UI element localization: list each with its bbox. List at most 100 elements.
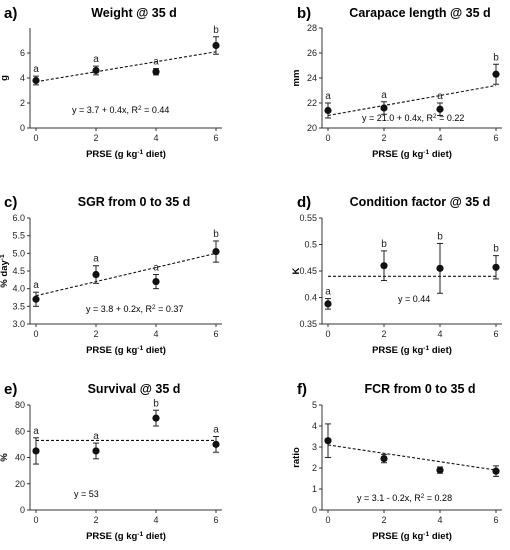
y-tick-label: 1	[312, 484, 317, 494]
data-point	[380, 262, 388, 270]
x-tick-label: 0	[325, 515, 330, 525]
y-tick-label: 80	[15, 400, 25, 410]
y-tick-label: 24	[307, 73, 317, 83]
y-tick-label: 0.5	[304, 240, 317, 250]
fit-equation: y = 0.44	[398, 294, 430, 304]
data-point	[92, 270, 100, 279]
y-tick-label: 22	[307, 98, 317, 108]
x-axis-label: PRSE (g kg-1 diet)	[86, 531, 166, 543]
data-point	[152, 68, 160, 76]
data-point	[32, 76, 40, 85]
significance-letter: a	[437, 91, 443, 102]
significance-letter: a	[325, 91, 331, 102]
fit-line	[35, 51, 217, 83]
y-tick-label: 28	[307, 23, 317, 33]
panel-a: a) Weight @ 35 d 0 2 4 6 0 2 4 6 PRSE (g kg-1 diet…	[0, 5, 222, 160]
significance-letter: b	[213, 25, 219, 36]
significance-letter: a	[381, 90, 387, 101]
panel-d: d) Condition factor @ 35 d 0.35 0.4 0.45 0.5 0…	[291, 194, 502, 356]
panel-title: Carapace length @ 35 d	[349, 6, 490, 20]
panel-letter: c)	[4, 194, 17, 211]
data-point	[32, 447, 40, 455]
significance-letter: a	[33, 64, 39, 75]
panel-title: Survival @ 35 d	[88, 382, 181, 396]
y-tick-label: 4.0	[12, 284, 25, 294]
data-point	[212, 41, 220, 50]
y-tick-label: 4.5	[12, 266, 25, 276]
x-tick-label: 6	[213, 329, 218, 339]
significance-letter: a	[93, 54, 99, 65]
x-tick-label: 6	[213, 515, 218, 525]
y-tick-label: 26	[307, 48, 317, 58]
y-tick-label: 3	[312, 442, 317, 452]
panel-c: c) SGR from 0 to 35 d 3.0 3.5 4.0 4.5 5.0 5.5 6.…	[0, 194, 222, 356]
y-axis-label: ratio	[291, 447, 302, 468]
x-tick-label: 6	[213, 133, 218, 143]
panel-title: SGR from 0 to 35 d	[78, 195, 191, 209]
data-point	[324, 437, 332, 445]
x-tick-label: 4	[153, 329, 158, 339]
y-tick-label: 0	[20, 505, 25, 515]
x-tick-label: 0	[33, 515, 38, 525]
panel-title: Weight @ 35 d	[91, 6, 177, 20]
data-point	[380, 104, 388, 112]
y-tick-label: 0.35	[299, 319, 317, 329]
x-axis-label: PRSE (g kg-1 diet)	[372, 345, 452, 357]
y-tick-label: 3.0	[12, 319, 25, 329]
x-tick-label: 4	[437, 133, 442, 143]
x-axis-label: PRSE (g kg-1 diet)	[86, 149, 166, 161]
data-point	[212, 440, 220, 448]
panel-letter: e)	[4, 381, 17, 398]
data-point	[492, 70, 500, 78]
x-tick-label: 4	[437, 329, 442, 339]
x-tick-label: 6	[493, 133, 498, 143]
data-point	[436, 264, 444, 272]
x-tick-label: 0	[325, 133, 330, 143]
significance-letter: a	[153, 57, 159, 68]
significance-letter: a	[33, 426, 39, 437]
y-tick-label: 20	[15, 479, 25, 489]
y-axis-label: % day-1	[0, 254, 10, 288]
y-tick-label: 5	[312, 400, 317, 410]
data-point	[92, 66, 100, 75]
data-point	[152, 414, 160, 422]
y-tick-label: 20	[307, 123, 317, 133]
y-axis-label: K	[291, 267, 302, 274]
data-point	[92, 447, 100, 455]
data-point	[152, 278, 160, 286]
fit-line	[35, 252, 217, 297]
panel-letter: f)	[297, 381, 307, 398]
data-point	[212, 247, 220, 256]
x-tick-label: 2	[93, 329, 98, 339]
panel-title: FCR from 0 to 35 d	[364, 382, 475, 396]
x-tick-label: 2	[381, 329, 386, 339]
data-point	[324, 300, 332, 308]
x-axis-label: PRSE (g kg-1 diet)	[372, 531, 452, 543]
y-axis-label: mm	[291, 70, 302, 87]
y-tick-label: 5.0	[12, 248, 25, 258]
panel-e: e) Survival @ 35 d 0 20 40 60 80 0 2 4 6 PRSE (g kg…	[0, 381, 222, 542]
data-point	[492, 263, 500, 271]
significance-letter: a	[93, 254, 99, 265]
x-tick-label: 2	[93, 515, 98, 525]
y-tick-label: 5.5	[12, 231, 25, 241]
x-tick-label: 4	[153, 133, 158, 143]
data-point	[436, 105, 444, 113]
y-tick-label: 0	[20, 123, 25, 133]
x-tick-label: 4	[437, 515, 442, 525]
y-tick-label: 6.0	[12, 213, 25, 223]
data-point	[32, 295, 40, 303]
significance-letter: a	[153, 263, 159, 274]
panel-letter: b)	[297, 5, 311, 22]
data-point	[324, 106, 332, 115]
significance-letter: b	[381, 239, 387, 250]
data-point	[380, 454, 388, 463]
x-tick-label: 0	[33, 133, 38, 143]
y-tick-label: 0.55	[299, 213, 317, 223]
x-tick-label: 0	[325, 329, 330, 339]
y-tick-label: 0	[312, 505, 317, 515]
x-tick-label: 0	[33, 329, 38, 339]
fit-equation: y = 3.1 - 0.2x, R2 = 0.28	[357, 493, 452, 504]
data-point	[436, 466, 444, 474]
